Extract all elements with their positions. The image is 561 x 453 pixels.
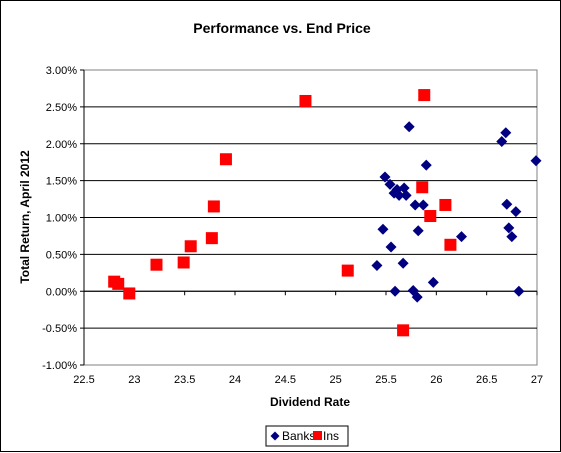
chart-title: Performance vs. End Price xyxy=(193,20,371,36)
data-point-banks xyxy=(506,231,518,243)
legend-box xyxy=(265,425,349,447)
data-point-ins xyxy=(418,89,431,102)
data-point-banks xyxy=(500,127,512,139)
legend-label-ins: Ins xyxy=(323,429,339,443)
legend-marker-banks xyxy=(270,431,280,441)
x-tick-label: 23 xyxy=(128,374,140,386)
data-point-banks xyxy=(377,223,389,235)
data-point-ins xyxy=(416,181,429,194)
data-point-ins xyxy=(444,238,457,251)
data-point-ins xyxy=(397,324,410,337)
data-point-banks xyxy=(496,136,508,148)
data-point-banks xyxy=(412,225,424,237)
data-point-banks xyxy=(389,285,401,297)
x-tick-label: 22.5 xyxy=(73,374,94,386)
data-point-banks xyxy=(384,178,396,190)
data-point-ins xyxy=(150,258,163,271)
y-axis-title: Total Return, April 2012 xyxy=(18,150,32,284)
data-point-ins xyxy=(205,232,218,245)
data-point-ins xyxy=(439,198,452,211)
data-point-ins xyxy=(299,94,312,107)
data-point-banks xyxy=(513,285,525,297)
data-point-banks xyxy=(397,257,409,269)
x-tick-label: 24.5 xyxy=(275,374,296,386)
x-tick-label: 24 xyxy=(229,374,241,386)
data-point-banks xyxy=(510,206,522,218)
data-point-banks xyxy=(501,198,513,210)
data-point-banks xyxy=(379,171,391,183)
data-point-ins xyxy=(184,240,197,253)
y-tick-label: -1.00% xyxy=(42,360,77,372)
data-point-banks xyxy=(403,121,415,133)
data-point-banks xyxy=(385,241,397,253)
x-tick-labels: 22.5 23 23.5 24 24.5 25 25.5 26 26.5 27 xyxy=(73,374,543,386)
y-tick-label: 2.50% xyxy=(46,102,77,114)
y-tick-label: -0.50% xyxy=(42,323,77,335)
y-tick-labels: 3.00% 2.50% 2.00% 1.50% 1.00% 0.50% 0.00% -0.50… xyxy=(42,65,77,372)
x-tick-label: 27 xyxy=(531,374,543,386)
x-axis-title: Dividend Rate xyxy=(270,395,350,409)
data-point-ins xyxy=(112,277,125,290)
x-tick-label: 25 xyxy=(330,374,342,386)
y-tick-label: 3.00% xyxy=(46,65,77,77)
x-tick-label: 26 xyxy=(430,374,442,386)
data-point-banks xyxy=(456,231,467,243)
axes xyxy=(80,69,538,366)
data-point-ins xyxy=(424,210,437,223)
data-point-banks xyxy=(393,189,405,201)
data-point-ins xyxy=(207,200,220,213)
data-point-banks xyxy=(420,159,432,171)
y-tick-label: 1.50% xyxy=(46,176,77,188)
data-point-banks xyxy=(411,291,423,303)
legend-label-banks: Banks xyxy=(282,429,315,443)
y-tick-label: 0.00% xyxy=(46,286,77,298)
x-tick-label: 23.5 xyxy=(174,374,195,386)
data-point-ins xyxy=(219,153,232,166)
data-point-banks xyxy=(400,189,412,201)
y-tick-label: 2.00% xyxy=(46,139,77,151)
x-tick-label: 26.5 xyxy=(476,374,497,386)
y-tick-label: 0.50% xyxy=(46,249,77,261)
y-tick-label: 1.00% xyxy=(46,213,77,225)
x-tick-label: 25.5 xyxy=(375,374,396,386)
legend-marker-ins xyxy=(313,431,322,440)
data-point-banks xyxy=(371,259,383,271)
data-point-banks xyxy=(427,276,439,288)
data-point-ins xyxy=(123,287,136,300)
legend: Banks Ins xyxy=(265,425,349,447)
data-point-ins xyxy=(177,256,190,269)
data-point-banks xyxy=(530,155,542,167)
data-points xyxy=(108,89,542,337)
data-point-ins xyxy=(341,264,354,277)
data-point-banks xyxy=(417,199,429,211)
data-point-banks xyxy=(409,199,421,211)
data-point-banks xyxy=(503,222,515,234)
